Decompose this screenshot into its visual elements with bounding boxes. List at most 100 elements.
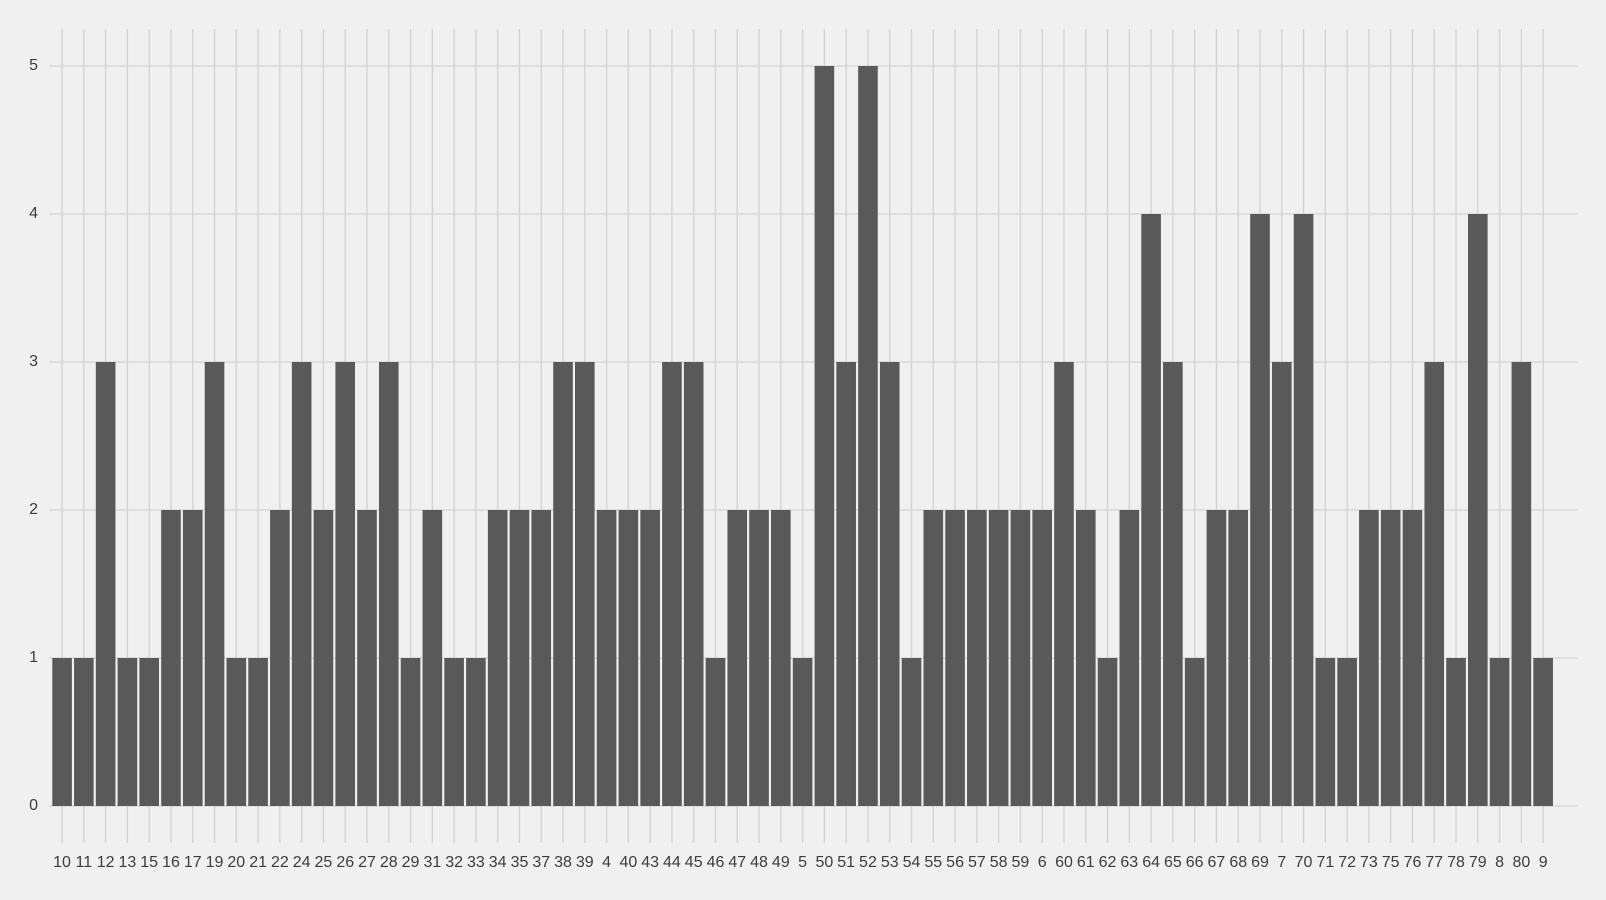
x-tick-label: 71 bbox=[1316, 854, 1334, 871]
x-tick-label: 75 bbox=[1382, 854, 1400, 871]
bar bbox=[1032, 510, 1052, 806]
x-tick-label: 16 bbox=[162, 854, 180, 871]
x-tick-label: 79 bbox=[1469, 854, 1487, 871]
bar bbox=[836, 362, 856, 806]
bar bbox=[749, 510, 769, 806]
bar bbox=[357, 510, 377, 806]
y-tick-label: 2 bbox=[29, 501, 38, 518]
x-tick-label: 60 bbox=[1055, 854, 1073, 871]
x-tick-label: 11 bbox=[76, 854, 93, 871]
bar bbox=[52, 658, 72, 806]
bar bbox=[858, 66, 878, 806]
x-tick-label: 9 bbox=[1539, 854, 1548, 871]
bar bbox=[1119, 510, 1140, 806]
bar bbox=[618, 510, 639, 806]
x-tick-label: 8 bbox=[1495, 854, 1504, 871]
x-tick-label: 77 bbox=[1425, 854, 1443, 871]
bar bbox=[313, 510, 334, 806]
bar bbox=[596, 510, 617, 806]
bar bbox=[161, 510, 181, 806]
x-tick-label: 65 bbox=[1164, 854, 1182, 871]
x-tick-label: 44 bbox=[663, 854, 681, 871]
bar bbox=[1315, 658, 1336, 806]
bar bbox=[204, 362, 225, 806]
x-tick-label: 73 bbox=[1360, 854, 1378, 871]
bar bbox=[1010, 510, 1031, 806]
x-tick-label: 63 bbox=[1120, 854, 1138, 871]
x-tick-label: 46 bbox=[707, 854, 725, 871]
bar bbox=[923, 510, 944, 806]
x-tick-label: 58 bbox=[990, 854, 1008, 871]
bar bbox=[1075, 510, 1096, 806]
x-tick-label: 6 bbox=[1038, 854, 1047, 871]
bar bbox=[74, 658, 94, 806]
x-tick-label: 66 bbox=[1186, 854, 1204, 871]
x-tick-label: 31 bbox=[423, 854, 441, 871]
x-tick-label: 7 bbox=[1277, 854, 1286, 871]
bar bbox=[509, 510, 530, 806]
bar bbox=[792, 658, 813, 806]
bar bbox=[553, 362, 573, 806]
x-tick-label: 39 bbox=[576, 854, 594, 871]
bar bbox=[291, 362, 312, 806]
x-tick-label: 35 bbox=[511, 854, 529, 871]
bar bbox=[1380, 510, 1401, 806]
bar bbox=[335, 362, 356, 806]
bar bbox=[1533, 658, 1553, 806]
x-tick-label: 45 bbox=[685, 854, 703, 871]
bar bbox=[879, 362, 900, 806]
x-tick-label: 51 bbox=[837, 854, 855, 871]
bar bbox=[1511, 362, 1532, 806]
bar bbox=[248, 658, 268, 806]
bar bbox=[683, 362, 704, 806]
bar bbox=[117, 658, 138, 806]
x-tick-label: 10 bbox=[53, 854, 71, 871]
x-tick-label: 52 bbox=[859, 854, 877, 871]
x-tick-label: 76 bbox=[1404, 854, 1422, 871]
bar bbox=[1271, 362, 1292, 806]
bar bbox=[444, 658, 464, 806]
x-tick-label: 61 bbox=[1077, 854, 1095, 871]
x-tick-label: 33 bbox=[467, 854, 485, 871]
bar bbox=[270, 510, 290, 806]
bar bbox=[727, 510, 748, 806]
bar bbox=[1163, 362, 1183, 806]
x-tick-label: 80 bbox=[1512, 854, 1530, 871]
x-tick-label: 40 bbox=[619, 854, 637, 871]
bar bbox=[705, 658, 726, 806]
y-tick-label: 4 bbox=[29, 205, 38, 222]
x-tick-label: 56 bbox=[946, 854, 964, 871]
bar bbox=[814, 66, 835, 806]
x-tick-label: 28 bbox=[380, 854, 398, 871]
bar bbox=[988, 510, 1009, 806]
x-tick-label: 64 bbox=[1142, 854, 1160, 871]
x-tick-label: 22 bbox=[271, 854, 289, 871]
x-tick-label: 67 bbox=[1208, 854, 1226, 871]
x-tick-label: 26 bbox=[336, 854, 354, 871]
x-tick-label: 43 bbox=[641, 854, 659, 871]
x-tick-label: 55 bbox=[924, 854, 942, 871]
x-tick-label: 19 bbox=[206, 854, 224, 871]
bar bbox=[945, 510, 965, 806]
bar bbox=[466, 658, 486, 806]
x-tick-label: 53 bbox=[881, 854, 899, 871]
bar bbox=[662, 362, 682, 806]
x-tick-label: 72 bbox=[1338, 854, 1356, 871]
x-tick-label: 25 bbox=[315, 854, 333, 871]
bar bbox=[1359, 510, 1379, 806]
bar bbox=[1097, 658, 1118, 806]
bar bbox=[1337, 658, 1357, 806]
x-tick-label: 37 bbox=[532, 854, 550, 871]
y-tick-label: 0 bbox=[29, 797, 38, 814]
bar bbox=[1402, 510, 1423, 806]
bar bbox=[95, 362, 116, 806]
bar bbox=[487, 510, 508, 806]
x-tick-label: 70 bbox=[1295, 854, 1313, 871]
y-tick-label: 1 bbox=[29, 649, 38, 666]
x-tick-label: 62 bbox=[1099, 854, 1117, 871]
x-tick-label: 38 bbox=[554, 854, 572, 871]
x-tick-label: 27 bbox=[358, 854, 376, 871]
x-tick-label: 69 bbox=[1251, 854, 1269, 871]
x-tick-label: 48 bbox=[750, 854, 768, 871]
